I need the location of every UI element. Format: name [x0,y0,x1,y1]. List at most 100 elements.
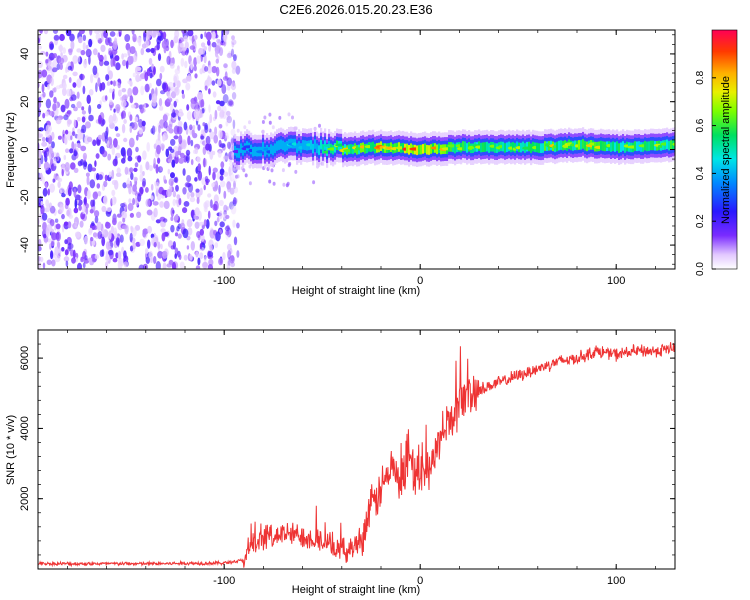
noise-speck [173,135,179,140]
noise-speck [105,74,110,81]
noise-speck [57,135,62,140]
signal-core [242,145,245,156]
noise-speck [144,83,150,93]
noise-speck [52,178,56,183]
noise-speck [47,61,54,70]
noise-speck [218,184,221,195]
noise-speck [130,104,136,109]
noise-speck [213,200,219,211]
noise-speck [166,97,173,103]
noise-speck [211,66,218,74]
signal-core [538,143,541,153]
signal-core [504,143,507,153]
noise-speck [84,235,88,245]
noise-speck [38,96,42,102]
noise-speck [68,48,73,56]
noise-speck [156,144,161,155]
noise-speck [218,139,222,148]
noise-speck [65,260,69,267]
noise-speck [170,112,177,118]
noise-speck [77,262,82,269]
noise-speck [94,210,100,218]
noise-speck [203,219,207,227]
noise-speck [178,134,183,145]
noise-speck [171,261,177,269]
y-tick-label: 40 [19,48,31,60]
noise-speck [286,181,290,186]
noise-speck [112,217,117,226]
signal-core [406,143,409,154]
noise-speck [194,73,198,79]
noise-speck [80,145,87,152]
noise-speck [127,203,134,211]
noise-speck [167,93,172,99]
noise-speck [81,205,85,215]
noise-speck [49,219,55,227]
noise-speck [129,46,136,55]
signal-core [318,145,321,155]
noise-speck [186,219,193,228]
noise-speck [39,172,43,182]
noise-speck [88,227,93,234]
noise-speck [162,134,166,142]
signal-core [426,144,429,155]
noise-speck [211,41,217,48]
snr-background [38,330,675,569]
noise-speck [233,54,237,62]
noise-speck [232,219,236,228]
noise-speck [222,94,229,104]
noise-speck [193,215,196,220]
signal-core [670,140,673,150]
noise-speck [104,54,107,63]
noise-speck [73,207,79,214]
colorbar-tick-label: 0.8 [695,70,706,84]
noise-speck [146,142,150,152]
noise-speck [169,63,175,69]
colorbar-tick-label: 0.6 [695,118,706,132]
noise-speck [151,125,156,135]
signal-core [278,140,281,150]
noise-speck [278,115,282,120]
noise-speck [194,177,198,182]
noise-speck [219,109,225,118]
noise-speck [248,120,251,125]
noise-speck [136,211,142,218]
noise-speck [185,156,189,162]
noise-speck [88,104,92,115]
noise-speck [117,82,121,89]
noise-speck [110,225,114,234]
noise-speck [207,251,214,258]
noise-speck [42,91,46,98]
noise-speck [211,182,215,188]
noise-speck [129,212,134,218]
noise-speck [190,159,194,166]
noise-speck [159,119,165,129]
noise-speck [107,153,112,161]
noise-speck [207,121,211,132]
noise-speck [222,32,228,42]
noise-speck [138,38,142,47]
noise-speck [41,83,45,93]
noise-speck [45,111,49,117]
noise-speck [101,150,108,158]
noise-speck [121,210,127,220]
noise-speck [168,128,174,134]
noise-speck [122,182,127,189]
noise-speck [231,42,235,48]
noise-speck [108,50,113,56]
signal-core [240,143,243,153]
noise-speck [219,175,224,181]
noise-speck [173,125,180,135]
noise-speck [163,121,168,129]
noise-speck [200,42,206,48]
noise-speck [225,110,231,117]
noise-speck [122,53,128,58]
noise-speck [60,104,66,113]
noise-speck [63,134,68,144]
noise-speck [225,115,231,121]
signal-core [420,144,423,155]
noise-speck [222,252,226,261]
noise-speck [59,189,62,195]
signal-core [454,143,457,154]
noise-speck [143,32,147,42]
